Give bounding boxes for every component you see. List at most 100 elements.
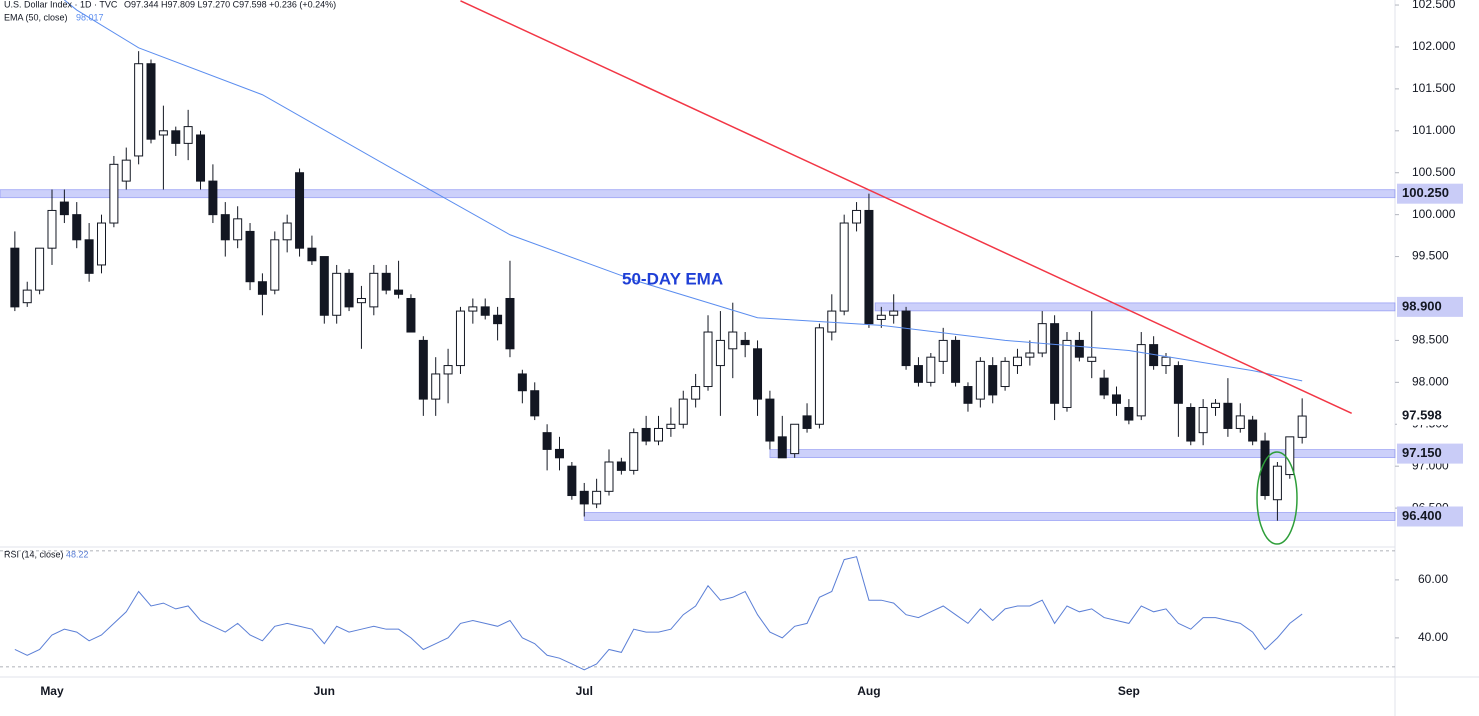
- candle-body: [1050, 323, 1060, 404]
- candle-body: [183, 126, 193, 144]
- candle-body: [1223, 402, 1233, 429]
- candle-body: [740, 339, 750, 346]
- candle-body: [406, 297, 416, 333]
- candle-body: [220, 214, 230, 241]
- candle-body: [703, 331, 713, 388]
- candle-body: [1173, 365, 1183, 404]
- candle-body: [790, 423, 800, 455]
- level-band: [583, 512, 1396, 521]
- candle-body: [814, 327, 824, 425]
- x-tick-label: Sep: [1118, 684, 1140, 698]
- candle-body: [480, 306, 490, 316]
- annotation: 50-DAY EMA: [622, 269, 723, 288]
- level-badge: [1397, 183, 1463, 204]
- candle-body: [1297, 415, 1307, 438]
- candle-body: [1161, 356, 1171, 367]
- candle-body: [926, 356, 936, 383]
- ema-value: 98.017: [76, 12, 104, 22]
- candle-body: [1211, 402, 1221, 408]
- candle-body: [567, 465, 577, 497]
- candle-body: [59, 201, 69, 216]
- candle-body: [381, 272, 391, 291]
- candle-body: [332, 272, 342, 316]
- candle-body: [554, 448, 564, 459]
- candle-body: [505, 297, 515, 350]
- level-label: 96.400: [1402, 508, 1442, 523]
- rsi-line: [14, 556, 1303, 671]
- level-band: [0, 189, 1396, 199]
- candle-body: [666, 423, 676, 429]
- candle-body: [47, 209, 57, 249]
- y-tick-label: 101.000: [1412, 123, 1456, 137]
- candle-body: [356, 297, 366, 304]
- candle-body: [418, 339, 428, 400]
- candle-body: [22, 289, 32, 304]
- level-badge: [1397, 296, 1463, 317]
- x-tick-label: Jun: [314, 684, 335, 698]
- candle-body: [1012, 356, 1022, 367]
- candle-body: [827, 310, 837, 333]
- candle-body: [876, 314, 886, 320]
- candle-body: [10, 247, 20, 308]
- candle-body: [530, 390, 540, 417]
- candle-body: [319, 256, 329, 316]
- candle-body: [728, 331, 738, 350]
- candle-body: [307, 247, 317, 262]
- rsi-value: 48.22: [66, 549, 89, 559]
- candle-body: [431, 373, 441, 400]
- highlight-ellipse: [1256, 451, 1298, 545]
- candle-body: [1272, 465, 1282, 501]
- rsi-tick-label: 60.00: [1418, 572, 1448, 586]
- candle-body: [691, 386, 701, 400]
- candle-body: [802, 415, 812, 429]
- y-tick-label: 102.500: [1412, 0, 1456, 11]
- candle-body: [196, 134, 206, 182]
- candle-body: [542, 432, 552, 450]
- candle-body: [443, 365, 453, 375]
- candle-body: [678, 398, 688, 425]
- candle-body: [1136, 344, 1146, 417]
- candle-body: [493, 314, 503, 325]
- y-tick-label: 100.500: [1412, 165, 1456, 179]
- candle-body: [121, 159, 131, 182]
- trendline: [460, 0, 1352, 415]
- last-price-label: 97.598: [1402, 407, 1442, 422]
- candle-body: [616, 461, 626, 471]
- candle-body: [84, 239, 94, 274]
- ema-legend: EMA (50, close): [4, 12, 68, 22]
- candle-body: [295, 172, 305, 249]
- y-tick-label: 101.500: [1412, 81, 1456, 95]
- level-label: 98.900: [1402, 298, 1442, 313]
- candle-body: [245, 230, 255, 283]
- plot: [0, 0, 1396, 671]
- y-tick-label: 99.500: [1412, 249, 1449, 263]
- candle-body: [951, 339, 961, 383]
- legend-ohlc: O97.344 H97.809 L97.270 C97.598 +0.236 (…: [124, 0, 336, 9]
- candle-body: [864, 209, 874, 325]
- candle-body: [579, 490, 589, 505]
- candle-body: [777, 436, 787, 459]
- level-label: 100.250: [1402, 185, 1449, 200]
- candle-body: [369, 272, 379, 308]
- candle-body: [1124, 406, 1134, 421]
- candle-body: [1000, 360, 1010, 388]
- candle-body: [455, 310, 465, 367]
- candle-body: [171, 130, 181, 144]
- candle-body: [654, 427, 664, 442]
- candle-body: [257, 281, 267, 295]
- candle-body: [1025, 352, 1035, 358]
- candle-body: [1037, 323, 1047, 354]
- candle-body: [629, 432, 639, 471]
- y-tick-label: 98.500: [1412, 333, 1449, 347]
- candle-body: [517, 373, 527, 392]
- candle-body: [1099, 377, 1109, 396]
- candle-body: [1186, 406, 1196, 442]
- rsi-legend: RSI (14, close): [4, 549, 64, 559]
- candle-body: [344, 272, 354, 308]
- level-badge: [1397, 443, 1463, 464]
- y-tick-label: 98.000: [1412, 375, 1449, 389]
- candle-body: [1111, 394, 1121, 404]
- candle-body: [146, 63, 156, 140]
- candle-body: [592, 490, 602, 505]
